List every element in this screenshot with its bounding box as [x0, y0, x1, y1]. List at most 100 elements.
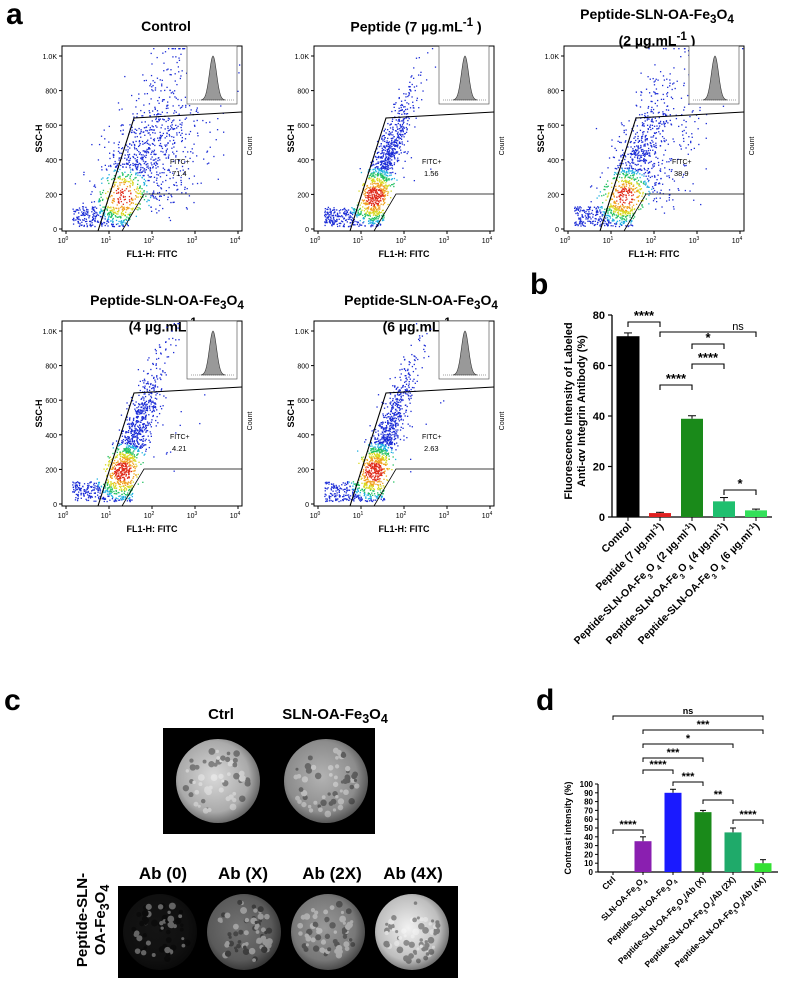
flow-xtick-label-0-2: 102: [144, 236, 155, 245]
mri-bottom-panel: [118, 886, 458, 978]
flow-plot-psln-4-svg: 0 200 400 600 800 1.0K 100 101 102 103 104 FL1-H: F…: [34, 320, 254, 534]
chart-d-sig-7: ****: [739, 809, 757, 821]
flow-hist-3: [200, 330, 226, 376]
flow-gate-label-0: FITC+: [170, 159, 190, 166]
flow-xtick-label-4-3: 103: [439, 511, 450, 520]
mri-phantom-top-0: [176, 739, 260, 823]
flow-xlabel-3: FL1-H: FITC: [127, 524, 178, 534]
chart-d-ytick-label-0: 0: [589, 868, 594, 877]
chart-d-bracket-6: [702, 799, 734, 804]
flow-ytick-label-3-1: 200: [45, 467, 57, 474]
flow-xtick-label-4-2: 102: [396, 511, 407, 520]
panel-label-d: d: [536, 684, 555, 717]
flow-xlabel-2: FL1-H: FITC: [629, 249, 680, 259]
flow-gate-label-1: FITC+: [422, 159, 442, 166]
chart-d-bar-1: [634, 841, 652, 872]
chart-b-sig-4: ****: [666, 371, 687, 386]
flow-ytick-label-4-0: 0: [305, 502, 309, 509]
chart-d-ytick-label-10: 100: [580, 780, 594, 789]
chart-d-sig-0: ns: [683, 706, 694, 716]
flow-gate-3: [97, 386, 243, 507]
chart-d-ytick-label-6: 60: [584, 815, 593, 824]
flow-ytick-label-0-2: 400: [45, 158, 57, 165]
chart-d-bracket-3: [642, 757, 704, 762]
chart-d-ytick-label-2: 20: [584, 850, 593, 859]
mri-top-panel: [163, 728, 375, 834]
mri-label-ab4x: Ab (4X): [383, 864, 443, 883]
flow-title-control: Control: [141, 18, 191, 34]
chart-b-bar-0: [616, 336, 640, 518]
flow-xtick-label-2-0: 100: [560, 236, 571, 245]
flow-xtick-label-1-1: 101: [353, 236, 364, 245]
flow-hist-0: [200, 55, 226, 101]
flow-gate-lower-2: [623, 193, 744, 232]
flow-ytick-label-4-2: 400: [297, 433, 309, 440]
flow-xlabel-1: FL1-H: FITC: [379, 249, 430, 259]
flow-ytick-label-3-5: 1.0K: [43, 329, 58, 336]
chart-b-ytick-label-4: 80: [593, 310, 605, 322]
flow-xlabel-0: FL1-H: FITC: [127, 249, 178, 259]
chart-b-sig-5: *: [737, 476, 743, 491]
flow-xtick-label-1-3: 103: [439, 236, 450, 245]
mri-phantom-bottom-3: [375, 894, 449, 970]
flow-count-label-3: Count: [247, 412, 254, 431]
mri-top-svg: [176, 739, 368, 823]
flow-ytick-label-0-4: 800: [45, 89, 57, 96]
flow-plot-psln-6-svg: 0 200 400 600 800 1.0K 100 101 102 103 104 FL1-H: F…: [286, 320, 506, 534]
flow-xtick-label-2-4: 104: [732, 236, 743, 245]
chart-d-sig-1: ***: [697, 719, 711, 731]
flow-gate-value-2: 38.9: [674, 169, 689, 178]
chart-b-bracket-3: [691, 363, 725, 369]
panel-label-a: a: [6, 0, 23, 31]
flow-xtick-label-2-2: 102: [646, 236, 657, 245]
flow-ytick-label-1-5: 1.0K: [295, 54, 310, 61]
chart-d-ytick-label-4: 40: [584, 833, 593, 842]
flow-ytick-label-1-2: 400: [297, 158, 309, 165]
flow-ylabel-4: SSC-H: [286, 399, 296, 427]
flow-gate-lower-4: [373, 468, 494, 507]
flow-plot-control: 0 200 400 600 800 1.0K 100 101 102 103 104 FL1-H: F…: [30, 40, 275, 270]
chart-b-bar-4: [745, 510, 767, 517]
chart-d-bracket-2: [642, 743, 734, 748]
chart-d-bracket-0: [612, 715, 764, 720]
flow-xlabel-4: FL1-H: FITC: [379, 524, 430, 534]
chart-b-ytick-label-3: 60: [593, 361, 605, 373]
chart-b-bracket-4: [659, 384, 693, 390]
chart-b-bracket-2: [691, 343, 725, 349]
chart-d-xtick-label-0: Ctrl: [600, 874, 617, 891]
flow-xtick-label-3-1: 101: [101, 511, 112, 520]
chart-b-bar-2: [681, 418, 703, 517]
mri-label-sln: SLN-OA-Fe3O4: [282, 706, 388, 726]
flow-gate-label-3: FITC+: [170, 434, 190, 441]
flow-xtick-label-0-0: 100: [58, 236, 69, 245]
flow-xtick-label-1-4: 104: [482, 236, 493, 245]
flow-count-label-1: Count: [499, 137, 506, 156]
chart-d-ytick-label-1: 10: [584, 859, 593, 868]
chart-d-bracket-8: [612, 829, 644, 834]
flow-ytick-label-3-2: 400: [45, 433, 57, 440]
flow-ytick-label-4-4: 800: [297, 364, 309, 371]
mri-label-ctrl: Ctrl: [208, 706, 234, 723]
chart-d-sig-4: ****: [649, 759, 667, 771]
chart-b-bracket-0: [627, 321, 661, 327]
flow-xtick-label-4-4: 104: [482, 511, 493, 520]
chart-b-bar-1: [649, 513, 671, 517]
chart-d-bracket-7: [732, 819, 764, 824]
flow-gate-label-2: FITC+: [672, 159, 692, 166]
flow-ytick-label-4-3: 600: [297, 398, 309, 405]
flow-ylabel-1: SSC-H: [286, 124, 296, 152]
flow-ytick-label-2-1: 200: [547, 192, 559, 199]
chart-b-sig-3: ****: [698, 350, 719, 365]
flow-plot-control-svg: 0 200 400 600 800 1.0K 100 101 102 103 104 FL1-H: F…: [34, 45, 254, 259]
flow-ytick-label-2-5: 1.0K: [545, 54, 560, 61]
flow-ytick-label-0-0: 0: [53, 227, 57, 234]
flow-scatter-0: [72, 48, 241, 228]
flow-xtick-label-3-2: 102: [144, 511, 155, 520]
flow-ytick-label-3-0: 0: [53, 502, 57, 509]
flow-count-label-0: Count: [247, 137, 254, 156]
flow-ytick-label-1-4: 800: [297, 89, 309, 96]
mri-phantom-top-1: [284, 739, 368, 823]
flow-plot-2-group: 0 200 400 600 800 1.0K 100 101 102 103 104 FL1-H: F…: [536, 45, 756, 259]
mri-bottom-svg: [123, 894, 449, 970]
flow-xtick-label-4-1: 101: [353, 511, 364, 520]
